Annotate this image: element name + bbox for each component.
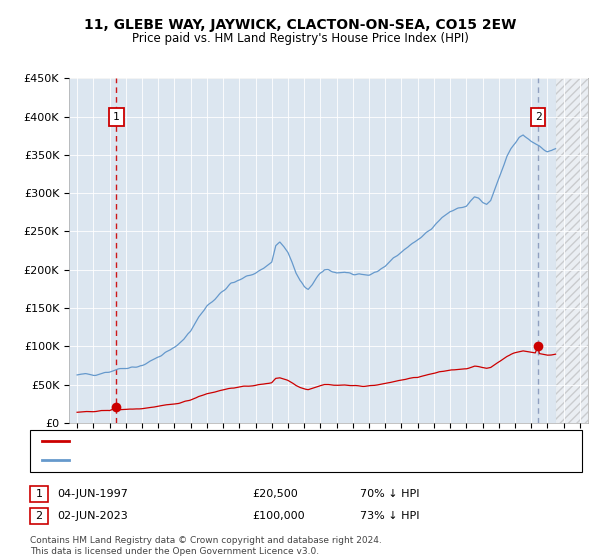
Text: 11, GLEBE WAY, JAYWICK, CLACTON-ON-SEA, CO15 2EW: 11, GLEBE WAY, JAYWICK, CLACTON-ON-SEA, … — [84, 18, 516, 32]
Text: 1: 1 — [113, 111, 120, 122]
Bar — [556, 78, 588, 423]
Text: HPI: Average price, detached house, Tendring: HPI: Average price, detached house, Tend… — [75, 455, 313, 465]
Text: 2: 2 — [35, 511, 43, 521]
Text: 1: 1 — [35, 489, 43, 499]
Text: 02-JUN-2023: 02-JUN-2023 — [57, 511, 128, 521]
Text: 70% ↓ HPI: 70% ↓ HPI — [360, 489, 419, 499]
Text: 2: 2 — [535, 111, 541, 122]
Text: 73% ↓ HPI: 73% ↓ HPI — [360, 511, 419, 521]
Text: £20,500: £20,500 — [252, 489, 298, 499]
Text: 11, GLEBE WAY, JAYWICK, CLACTON-ON-SEA, CO15 2EW (detached house): 11, GLEBE WAY, JAYWICK, CLACTON-ON-SEA, … — [75, 436, 461, 446]
Text: Contains HM Land Registry data © Crown copyright and database right 2024.
This d: Contains HM Land Registry data © Crown c… — [30, 536, 382, 556]
Text: £100,000: £100,000 — [252, 511, 305, 521]
Bar — [556, 78, 588, 423]
Text: 04-JUN-1997: 04-JUN-1997 — [57, 489, 128, 499]
Text: Price paid vs. HM Land Registry's House Price Index (HPI): Price paid vs. HM Land Registry's House … — [131, 32, 469, 45]
Bar — [556, 78, 588, 423]
